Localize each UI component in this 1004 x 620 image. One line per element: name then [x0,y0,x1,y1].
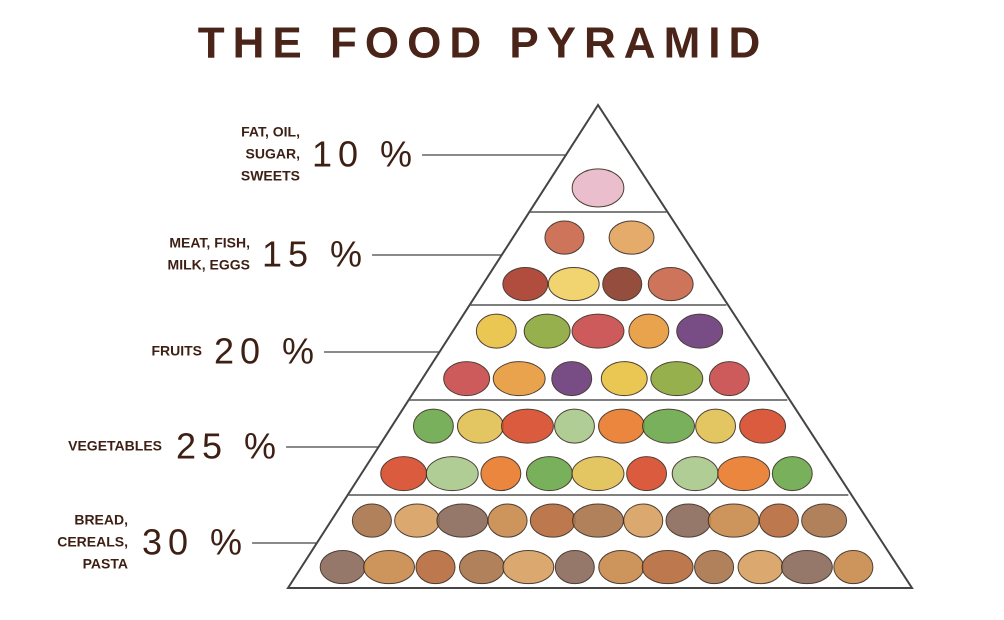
food-item [707,503,760,538]
food-item [547,266,600,302]
food-item [600,361,648,397]
food-item [525,456,573,492]
food-item [602,266,643,302]
food-item [758,503,799,538]
food-item [641,549,694,585]
level-label: CEREALS, [57,534,128,550]
food-item [623,503,664,538]
food-item [694,549,735,585]
food-item [412,408,454,444]
level-label: VEGETABLES [68,438,162,454]
title: THE FOOD PYRAMID [198,19,768,68]
food-item [363,549,415,585]
food-item [551,361,593,397]
food-item [480,456,522,492]
food-item [801,503,848,538]
food-item [571,456,625,492]
food-item [415,549,456,585]
food-item [771,456,813,492]
food-item [394,503,441,538]
level-percent: 10 % [312,134,418,175]
level-percent: 25 % [176,426,282,467]
food-item [626,456,668,492]
food-item [598,549,645,585]
food-item [380,456,428,492]
food-item [458,549,505,585]
pyramid-outline [286,103,914,589]
food-item [351,503,392,538]
food-item [642,408,695,444]
level-label: SWEETS [241,168,300,184]
food-item [572,503,624,538]
level-label: MEAT, FISH, [169,235,250,251]
food-item [475,313,517,349]
food-item [671,456,719,492]
food-item [833,549,874,585]
level-label: SUGAR, [246,146,300,162]
level-percent: 15 % [262,234,368,275]
level-label: BREAD, [74,512,128,528]
food-item [436,503,489,538]
food-item [737,549,784,585]
food-item [571,168,625,208]
food-item [598,408,645,444]
food-item [487,503,528,538]
level-percent: 30 % [142,522,248,563]
food-item [571,313,625,349]
food-item [717,456,771,492]
food-item [647,266,694,302]
food-item [502,266,549,302]
food-item [544,220,585,255]
level-label: FRUITS [151,343,202,359]
level-label: PASTA [83,556,128,572]
food-item [628,313,670,349]
level-percent: 20 % [214,331,320,372]
food-item [443,361,491,397]
food-item [319,549,366,585]
food-item [456,408,504,444]
food-item [676,313,724,349]
food-item [739,408,787,444]
food-item [695,408,737,444]
level-label: MILK, EGGS [168,257,250,273]
food-item [554,408,595,444]
food-item [708,361,750,397]
food-item [523,313,571,349]
food-item [608,220,655,255]
food-item [650,361,704,397]
food-item [529,503,576,538]
food-item [492,361,546,397]
food-item [665,503,712,538]
food-item [501,408,554,444]
level-label: FAT, OIL, [241,124,300,140]
food-item [781,549,833,585]
food-item [425,456,479,492]
food-item [502,549,555,585]
food-item [554,549,595,585]
food-illustrations [319,168,874,585]
